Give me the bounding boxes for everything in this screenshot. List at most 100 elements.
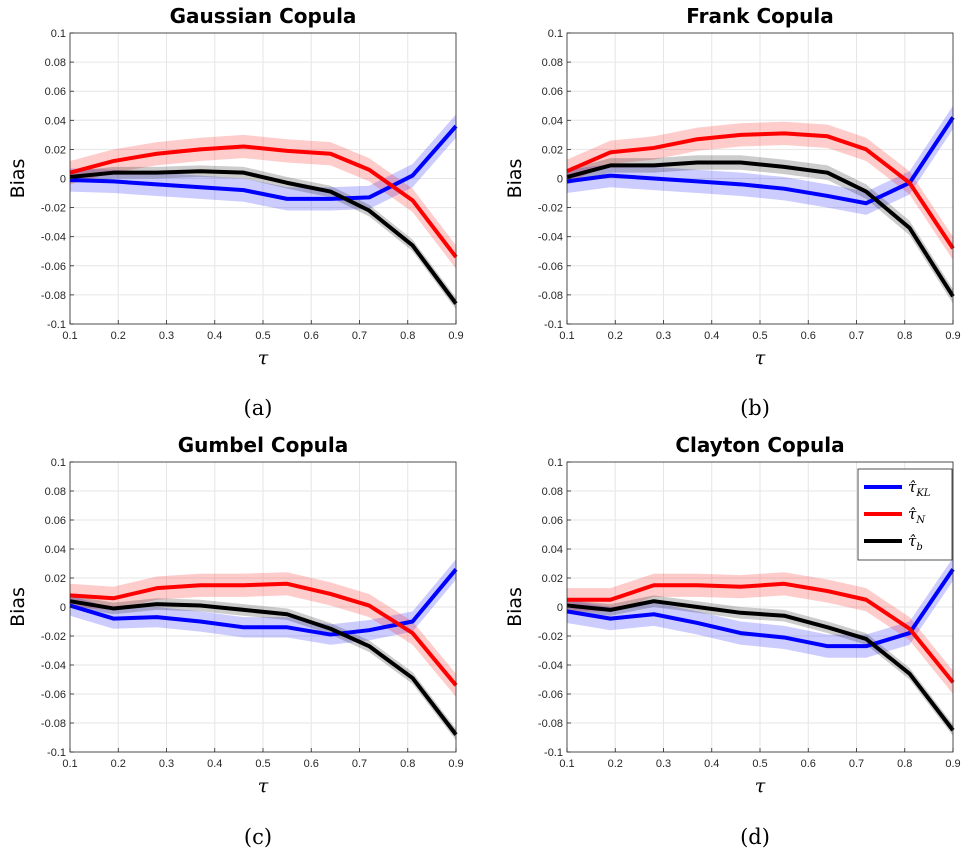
confidence-band-b: [70, 165, 456, 310]
y-tick-label: -0.02: [41, 631, 66, 643]
x-tick-label: 0.5: [752, 330, 767, 342]
x-tick-label: 0.6: [304, 330, 319, 342]
series-line-n: [69, 581, 458, 687]
x-tick-label: 0.5: [255, 330, 270, 342]
y-tick-label: -0.02: [538, 631, 563, 643]
y-tick-label: 0.04: [45, 115, 66, 127]
x-tick-label: 0.2: [608, 330, 623, 342]
chart-title: Gumbel Copula: [178, 433, 349, 457]
series-line-n: [69, 144, 458, 259]
y-tick-label: 0.06: [45, 86, 66, 98]
y-tick-label: 0: [557, 174, 563, 186]
y-tick-label: 0.08: [542, 57, 563, 69]
y-tick-label: 0.1: [548, 28, 563, 40]
x-tick-label: 0.7: [849, 758, 864, 770]
legend-label-n: τ̂N: [908, 505, 926, 526]
y-tick-label: -0.04: [538, 660, 563, 672]
y-tick-label: 0.1: [51, 457, 66, 469]
legend-label-b: τ̂b: [908, 532, 923, 553]
confidence-band-n: [567, 121, 953, 260]
x-axis-label: τ: [258, 775, 269, 797]
confidence-band-kl: [70, 559, 456, 645]
y-tick-label: -0.06: [41, 261, 66, 273]
confidence-band-b: [70, 595, 456, 741]
x-axis-label: τ: [258, 347, 269, 369]
x-tick-label: 0.9: [448, 330, 463, 342]
x-tick-label: 0.4: [704, 330, 719, 342]
y-tick-label: 0.08: [45, 57, 66, 69]
y-tick-label: 0.1: [51, 28, 66, 40]
y-tick-label: 0.06: [542, 86, 563, 98]
x-axis-label: τ: [755, 347, 766, 369]
x-tick-label: 0.3: [656, 330, 671, 342]
x-tick-label: 0.5: [752, 758, 767, 770]
x-tick-label: 0.9: [945, 758, 960, 770]
x-tick-label: 0.8: [897, 758, 912, 770]
x-tick-label: 0.1: [62, 330, 77, 342]
x-tick-label: 0.7: [352, 330, 367, 342]
x-tick-label: 0.9: [945, 330, 960, 342]
y-tick-label: -0.04: [41, 660, 66, 672]
y-tick-label: 0.06: [45, 515, 66, 527]
confidence-band-kl: [567, 557, 953, 658]
x-tick-label: 0.2: [608, 758, 623, 770]
series-line-n: [567, 581, 955, 684]
y-tick-label: -0.08: [538, 290, 563, 302]
panel-caption: (c): [244, 825, 272, 849]
chart-panel-1: 0.1 0.2 0.3 0.4 0.5 0.6 0.7 0.8 0.9 -0.1 -0.08 -0.0…: [7, 4, 464, 420]
legend-label-kl: τ̂KL: [908, 478, 931, 499]
y-tick-label: 0: [60, 174, 66, 186]
y-tick-label: -0.1: [47, 319, 66, 331]
x-tick-label: 0.9: [448, 758, 463, 770]
panel-caption: (b): [740, 396, 770, 420]
y-tick-label: 0.04: [45, 544, 66, 556]
confidence-band-b: [567, 155, 953, 304]
series-line-b: [566, 160, 955, 298]
series-line-n: [566, 131, 955, 250]
x-tick-label: 0.7: [849, 330, 864, 342]
y-tick-label: -0.04: [41, 232, 66, 244]
confidence-band-n: [567, 572, 953, 694]
series-line-b: [69, 169, 458, 305]
x-tick-label: 0.8: [400, 758, 415, 770]
x-tick-label: 0.3: [656, 758, 671, 770]
y-tick-label: -0.08: [41, 718, 66, 730]
x-tick-label: 0.4: [207, 758, 222, 770]
x-tick-label: 0.1: [559, 330, 574, 342]
chart-panel-2: 0.1 0.2 0.3 0.4 0.5 0.6 0.7 0.8 0.9 -0.1 -0.08 -0.0…: [504, 4, 961, 420]
y-tick-label: -0.06: [538, 689, 563, 701]
y-tick-label: 0.02: [542, 144, 563, 156]
x-tick-label: 0.3: [159, 330, 174, 342]
x-tick-label: 0.1: [62, 758, 77, 770]
x-tick-label: 0.2: [111, 330, 126, 342]
chart-panel-3: 0.1 0.2 0.3 0.4 0.5 0.6 0.7 0.8 0.9 -0.1 -0.08 -0.0…: [7, 433, 464, 849]
y-tick-label: 0.08: [45, 486, 66, 498]
x-tick-label: 0.6: [304, 758, 319, 770]
series-line-kl: [566, 568, 955, 649]
x-axis-label: τ: [755, 775, 766, 797]
confidence-band-b: [567, 595, 953, 737]
y-tick-label: 0.02: [45, 573, 66, 585]
y-axis-label: Bias: [504, 159, 526, 199]
chart-panel-4: 0.1 0.2 0.3 0.4 0.5 0.6 0.7 0.8 0.9 -0.1 -0.08 -0.0…: [504, 433, 961, 849]
x-tick-label: 0.8: [400, 330, 415, 342]
series-line-kl: [566, 116, 955, 206]
legend: τ̂KL τ̂N τ̂b: [857, 468, 953, 561]
confidence-band-n: [70, 134, 456, 269]
chart-title: Gaussian Copula: [170, 4, 357, 28]
x-tick-label: 0.8: [897, 330, 912, 342]
y-tick-label: -0.06: [41, 689, 66, 701]
x-tick-label: 0.3: [159, 758, 174, 770]
series-line-b: [69, 599, 458, 736]
x-tick-label: 0.1: [559, 758, 574, 770]
y-tick-label: 0.02: [542, 573, 563, 585]
x-tick-label: 0.2: [111, 758, 126, 770]
y-tick-label: -0.08: [538, 718, 563, 730]
y-tick-label: -0.1: [47, 747, 66, 759]
y-tick-label: -0.04: [538, 232, 563, 244]
y-tick-label: -0.1: [544, 319, 563, 331]
x-tick-label: 0.4: [704, 758, 719, 770]
y-axis-label: Bias: [7, 587, 29, 627]
y-tick-label: -0.1: [544, 747, 563, 759]
